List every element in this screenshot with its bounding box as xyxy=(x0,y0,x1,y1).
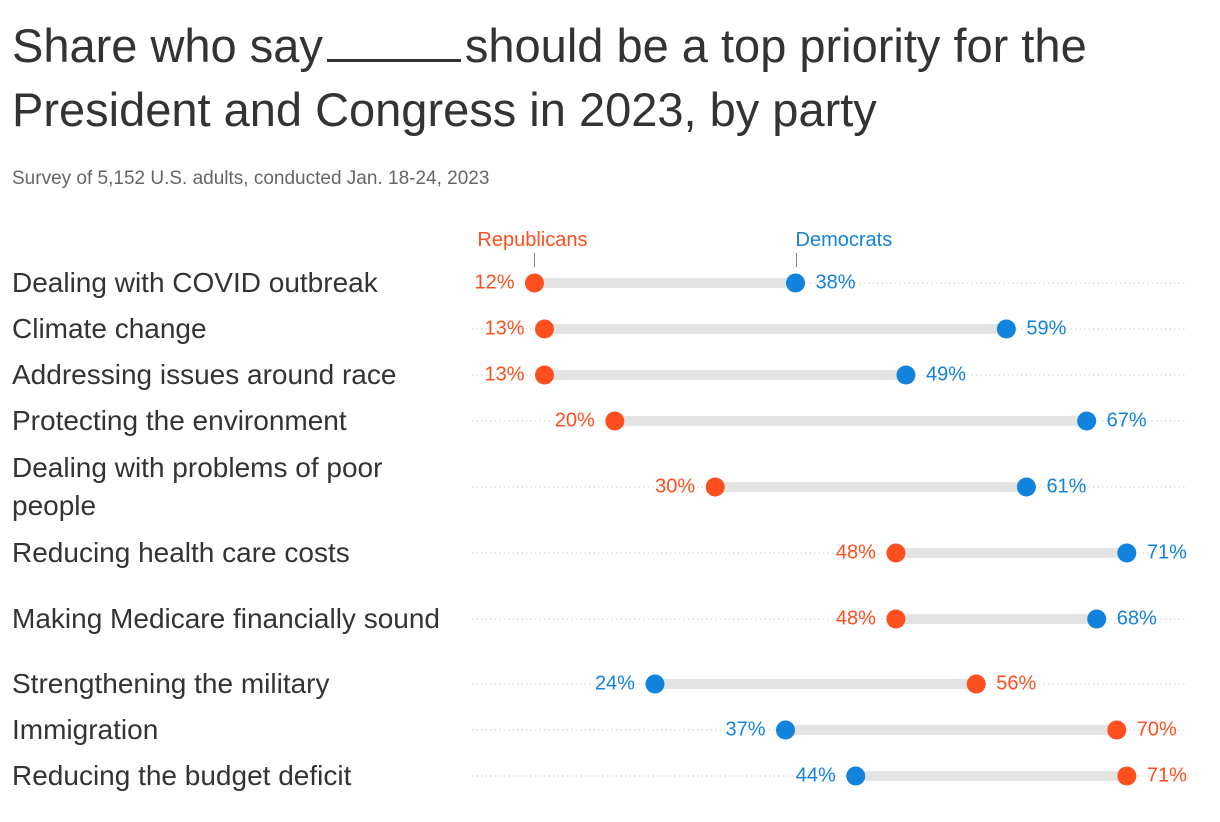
category-label: Climate change xyxy=(12,313,207,344)
democrats-value-label: 59% xyxy=(1026,317,1067,340)
legend-tick-democrats xyxy=(795,253,797,267)
republican-dot xyxy=(605,411,625,431)
democrat-dot xyxy=(1087,609,1107,629)
category-label: Dealing with COVID outbreak xyxy=(12,267,378,298)
category-label: Immigration xyxy=(12,714,159,745)
republicans-value-label: 48% xyxy=(835,607,876,630)
democrat-dot xyxy=(1016,477,1036,497)
category-label: Reducing the budget deficit xyxy=(12,760,352,791)
democrat-dot xyxy=(846,766,866,786)
republican-dot xyxy=(1117,766,1137,786)
legend-democrats: Democrats xyxy=(795,229,893,251)
category-label: Addressing issues around race xyxy=(12,359,397,390)
democrats-value-label: 37% xyxy=(725,718,766,741)
category-label: Reducing health care costs xyxy=(12,537,350,568)
republican-dot xyxy=(886,609,906,629)
republican-dot xyxy=(966,674,986,694)
republican-dot xyxy=(886,543,906,563)
republican-dot xyxy=(535,365,555,385)
democrats-value-label: 38% xyxy=(815,271,856,294)
democrats-value-label: 68% xyxy=(1116,607,1157,630)
category-label: Protecting the environment xyxy=(12,405,347,436)
democrats-value-label: 44% xyxy=(795,764,836,787)
category-label: Strengthening the military xyxy=(12,668,330,699)
legend-tick-republicans xyxy=(534,253,536,267)
democrat-dot xyxy=(1117,543,1137,563)
republicans-value-label: 20% xyxy=(554,409,595,432)
democrat-dot xyxy=(1077,411,1097,431)
republican-dot xyxy=(1107,720,1127,740)
republican-dot xyxy=(524,273,544,293)
category-label: Making Medicare financially sound xyxy=(12,603,440,634)
republicans-value-label: 13% xyxy=(484,317,525,340)
republicans-value-label: 56% xyxy=(996,672,1037,695)
republicans-value-label: 48% xyxy=(835,541,876,564)
chart-title: Share who say should be a top priority fo… xyxy=(12,14,1212,142)
republicans-value-label: 70% xyxy=(1136,718,1177,741)
republican-dot xyxy=(535,319,555,339)
democrats-value-label: 71% xyxy=(1146,541,1187,564)
title-part: should be a top priority for the Preside… xyxy=(12,19,1087,136)
title-part: Share who say xyxy=(12,19,323,72)
legend-republicans: Republicans xyxy=(477,229,588,251)
republicans-value-label: 71% xyxy=(1146,764,1187,787)
democrat-dot xyxy=(645,674,665,694)
democrats-value-label: 49% xyxy=(925,363,966,386)
title-blank xyxy=(326,15,461,62)
democrats-value-label: 67% xyxy=(1106,409,1147,432)
chart-subtitle: Survey of 5,152 U.S. adults, conducted J… xyxy=(12,168,490,189)
democrat-dot xyxy=(996,319,1016,339)
democrat-dot xyxy=(896,365,916,385)
republicans-value-label: 30% xyxy=(655,475,696,498)
democrats-value-label: 24% xyxy=(594,672,635,695)
democrats-value-label: 61% xyxy=(1046,475,1087,498)
democrat-dot xyxy=(775,720,795,740)
republicans-value-label: 13% xyxy=(484,363,525,386)
republican-dot xyxy=(705,477,725,497)
category-label: Dealing with problems of poor people xyxy=(12,452,383,521)
republicans-value-label: 12% xyxy=(474,271,515,294)
democrat-dot xyxy=(786,273,806,293)
